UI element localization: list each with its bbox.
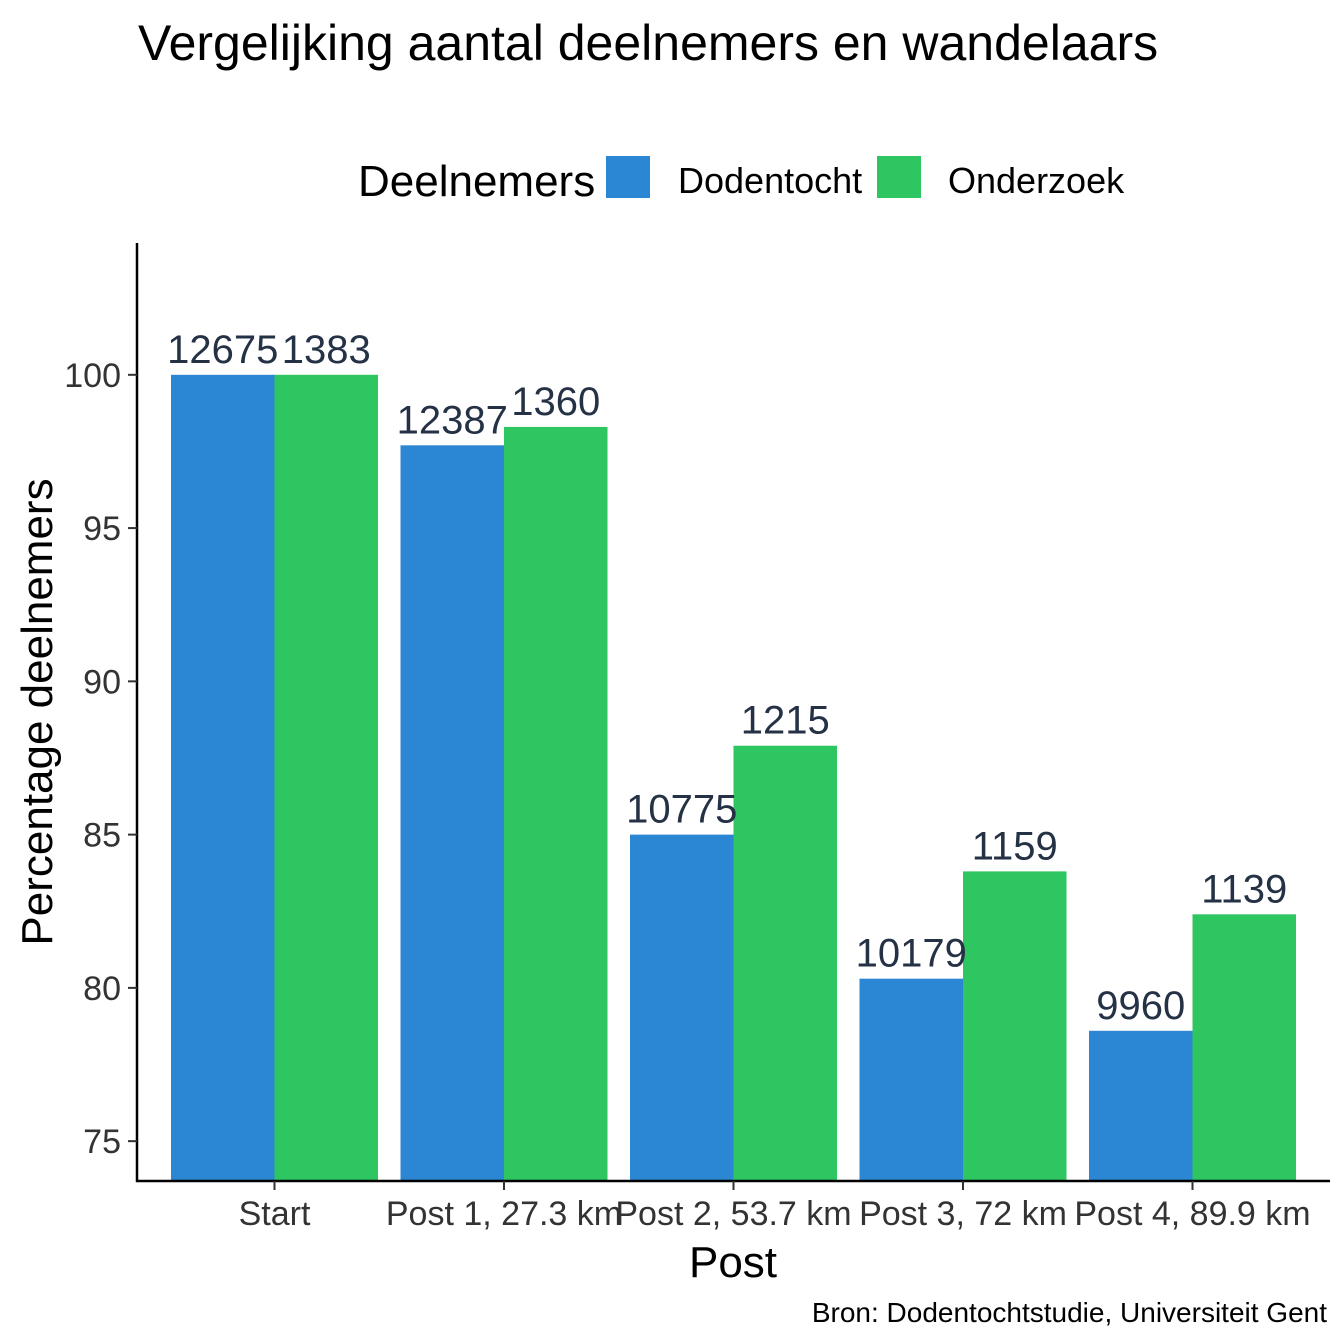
chart-title: Vergelijking aantal deelnemers en wandel… [138, 15, 1158, 71]
y-tick-label: 80 [83, 970, 121, 1008]
bar-onderzoek-1 [504, 426, 608, 1181]
bar-dodentocht-3 [859, 978, 963, 1181]
y-axis-title: Percentage deelnemers [13, 478, 62, 945]
data-label-onderzoek-0: 1383 [282, 328, 371, 372]
data-label-onderzoek-3: 1159 [972, 824, 1058, 868]
legend-label-dodentocht: Dodentocht [678, 160, 862, 201]
legend-swatch-onderzoek [877, 156, 921, 198]
legend: Deelnemers Dodentocht Onderzoek [358, 156, 1125, 206]
bar-onderzoek-2 [733, 745, 837, 1181]
bar-onderzoek-3 [963, 871, 1067, 1181]
y-tick-label: 90 [83, 663, 121, 701]
bar-dodentocht-4 [1089, 1030, 1193, 1181]
y-tick-label: 75 [83, 1123, 121, 1161]
bar-dodentocht-0 [171, 374, 275, 1182]
data-label-onderzoek-4: 1139 [1201, 867, 1287, 911]
y-tick-label: 85 [83, 817, 121, 855]
y-tick-label: 95 [83, 510, 121, 548]
bar-dodentocht-1 [400, 445, 504, 1181]
bar-onderzoek-0 [274, 374, 378, 1182]
data-label-dodentocht-1: 12387 [397, 398, 508, 442]
x-tick-label: Start [239, 1195, 311, 1233]
y-tick-label: 100 [64, 357, 121, 395]
bars-group [171, 374, 1296, 1182]
x-tick-label: Post 4, 89.9 km [1074, 1195, 1310, 1233]
x-tick-label: Post 1, 27.3 km [386, 1195, 622, 1233]
y-axis: 75 80 85 90 95 100 [64, 243, 139, 1182]
x-tick-label: Post 3, 72 km [859, 1195, 1067, 1233]
legend-title: Deelnemers [358, 157, 595, 206]
data-label-dodentocht-2: 10775 [626, 788, 737, 832]
data-label-onderzoek-2: 1215 [741, 699, 830, 743]
x-axis-title: Post [689, 1238, 777, 1287]
legend-label-onderzoek: Onderzoek [948, 160, 1125, 201]
legend-swatch-dodentocht [606, 156, 650, 198]
data-label-dodentocht-3: 10179 [856, 932, 967, 976]
bar-onderzoek-4 [1192, 914, 1296, 1181]
bar-dodentocht-2 [630, 834, 734, 1181]
x-tick-label: Post 2, 53.7 km [615, 1195, 851, 1233]
data-label-dodentocht-4: 9960 [1096, 984, 1185, 1028]
chart-caption: Bron: Dodentochtstudie, Universiteit Gen… [812, 1297, 1327, 1328]
data-labels-group: 12675 1383 12387 1360 10775 1215 10179 1159 9960… [167, 328, 1287, 1028]
data-label-onderzoek-1: 1360 [511, 380, 600, 424]
data-label-dodentocht-0: 12675 [167, 328, 278, 372]
